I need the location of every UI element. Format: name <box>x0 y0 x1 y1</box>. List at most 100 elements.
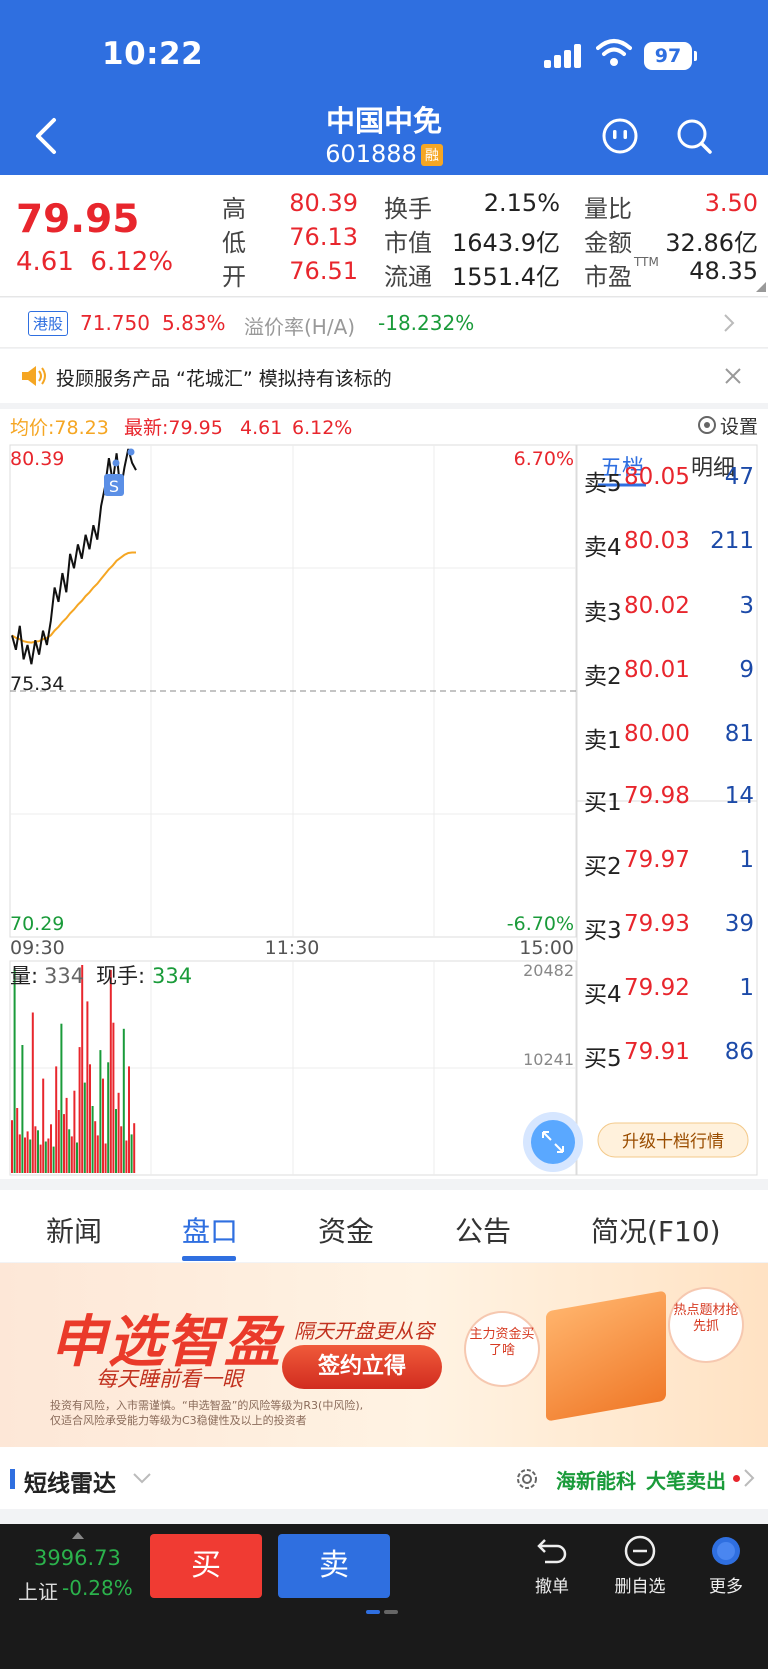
buy-button[interactable]: 买 <box>150 1534 262 1598</box>
expand-icon <box>542 1131 564 1153</box>
hand-label: 现手: <box>96 964 145 988</box>
order-label: 卖4 <box>584 535 622 561</box>
volume-bar <box>96 1135 99 1173</box>
volume-bars <box>11 965 136 1173</box>
volume-bar <box>31 1012 34 1173</box>
order-vol: 14 <box>724 783 754 809</box>
order-label: 买1 <box>584 790 622 816</box>
volume-bar <box>16 1108 19 1173</box>
banner-line1: 隔天开盘更从容 <box>294 1319 434 1343</box>
ask-row[interactable]: 卖4 80.03 211 <box>584 528 754 561</box>
hk-share-row[interactable]: 港股 71.750 5.83% 溢价率(H/A) -18.232% <box>0 298 768 348</box>
cancel-order-button[interactable]: 撤单 <box>516 1534 588 1597</box>
change-value: 4.61 <box>16 247 74 277</box>
caret-up-icon[interactable] <box>70 1530 86 1540</box>
order-vol: 1 <box>739 975 754 1001</box>
fullscreen-button[interactable] <box>531 1120 575 1164</box>
more-button[interactable]: 更多 <box>690 1534 762 1597</box>
intraday-chart[interactable]: 均价:78.23 最新:79.95 4.61 6.12% 设置 80.39 75… <box>0 409 768 1179</box>
stat-value: 32.86亿 <box>665 229 758 257</box>
order-price: 79.92 <box>624 975 690 1001</box>
tab-detail[interactable]: 明细 <box>691 456 735 481</box>
bid-row[interactable]: 买2 79.97 1 <box>584 847 754 880</box>
order-label: 买4 <box>584 982 622 1008</box>
volume-bar <box>78 1047 81 1173</box>
sell-signal-marker[interactable] <box>104 474 124 496</box>
notice-bar[interactable]: 投顾服务产品 “花城汇” 模拟持有该标的 <box>0 349 768 403</box>
chat-icon[interactable] <box>600 116 640 156</box>
order-price: 79.91 <box>624 1039 690 1065</box>
bid-row[interactable]: 买3 79.93 39 <box>584 911 754 944</box>
radar-row[interactable]: 短线雷达 海新能科 大笔卖出 <box>0 1447 768 1509</box>
quote-panel: 79.95 4.61 6.12% 高 80.39 换手 2.15% 量比 3.50 低 76.… <box>0 175 768 297</box>
order-price: 80.02 <box>624 593 690 619</box>
volume-bar <box>104 1143 107 1173</box>
index-name: 上证 <box>18 1580 58 1604</box>
stat-label: 低 <box>222 229 246 257</box>
hk-price: 71.750 <box>80 311 150 335</box>
ask-row[interactable]: 卖1 80.00 81 <box>584 721 754 754</box>
stat-label: 量比 <box>584 195 632 223</box>
order-vol: 3 <box>739 593 754 619</box>
stock-code-line: 601888 融 <box>0 140 768 168</box>
tab-pankou[interactable]: 盘口 <box>182 1215 239 1248</box>
stat-label: 金额 <box>584 229 632 257</box>
tab-news[interactable]: 新闻 <box>46 1215 103 1248</box>
promo-banner[interactable]: 申选智盈 每天睡前看一眼 隔天开盘更从容 签约立得 主力资金买了啥 热点题材抢先… <box>0 1263 768 1447</box>
vol-mid-label: 10241 <box>523 1050 574 1069</box>
ask-row[interactable]: 卖5 80.05 47 <box>584 464 754 497</box>
stat-label: 流通 <box>384 263 432 291</box>
volume-bar <box>117 1092 120 1173</box>
volume-bar <box>76 1142 78 1173</box>
order-label: 卖5 <box>584 471 622 497</box>
tab-f10[interactable]: 简况(F10) <box>591 1215 721 1248</box>
chart-section: 均价:78.23 最新:79.95 4.61 6.12% 设置 80.39 75… <box>0 409 768 1179</box>
ask-row[interactable]: 卖2 80.01 9 <box>584 657 754 690</box>
ask-row[interactable]: 卖3 80.02 3 <box>584 593 754 626</box>
stat-value: 2.15% <box>483 189 560 217</box>
order-price: 80.00 <box>624 721 690 747</box>
high-dot <box>112 459 120 467</box>
tab-funds[interactable]: 资金 <box>318 1215 375 1248</box>
banner-gift-box <box>546 1290 666 1422</box>
close-icon[interactable] <box>724 367 742 385</box>
gear-icon[interactable] <box>514 1466 540 1492</box>
tab-announcements[interactable]: 公告 <box>455 1215 512 1248</box>
banner-sign-button[interactable]: 签约立得 <box>282 1345 442 1389</box>
volume-bar <box>73 1090 76 1173</box>
premium-value: -18.232% <box>378 311 475 335</box>
banner-risk-text: 投资有风险，入市需谨慎。“申选智盈”的风险等级为R3(中风险), 仅适合风险承受… <box>50 1398 363 1428</box>
vol-max-label: 20482 <box>523 961 574 980</box>
sell-button[interactable]: 卖 <box>278 1534 390 1598</box>
expand-corner-icon[interactable] <box>756 282 766 292</box>
volume-bar <box>99 1050 102 1173</box>
page-indicator-active <box>366 1610 380 1614</box>
volume-value: 334 <box>44 964 84 988</box>
volume-bar <box>130 1134 133 1173</box>
battery-icon: 97 <box>644 42 697 70</box>
banner-subtitle: 每天睡前看一眼 <box>96 1367 243 1391</box>
volume-bar <box>26 1131 29 1173</box>
remove-watchlist-button[interactable]: 删自选 <box>604 1534 676 1597</box>
upgrade-button[interactable] <box>597 1122 749 1158</box>
tab-five-levels[interactable]: 五档 <box>600 456 644 481</box>
settings-button[interactable]: 设置 <box>698 416 758 438</box>
premium-label: 溢价率(H/A) <box>244 315 356 339</box>
latest-price-label: 最新:79.95 <box>124 417 223 439</box>
volume-bar <box>21 1045 24 1173</box>
undo-icon <box>537 1539 567 1564</box>
stat-value: 3.50 <box>704 189 758 217</box>
order-book-border <box>576 444 758 1176</box>
order-vol: 47 <box>724 464 754 490</box>
bid-row[interactable]: 买1 79.98 14 <box>584 783 754 816</box>
bid-row[interactable]: 买4 79.92 1 <box>584 975 754 1008</box>
back-button[interactable] <box>30 116 66 156</box>
bid-row[interactable]: 买5 79.91 86 <box>584 1039 754 1072</box>
chevron-down-icon[interactable] <box>132 1471 152 1485</box>
volume-bar <box>102 1078 104 1173</box>
current-price: 79.95 <box>16 197 140 242</box>
page-title: 中国中免 <box>325 104 442 138</box>
stat-value: 80.39 <box>289 189 358 217</box>
search-icon[interactable] <box>674 116 714 156</box>
index-value: 3996.73 <box>34 1546 121 1570</box>
